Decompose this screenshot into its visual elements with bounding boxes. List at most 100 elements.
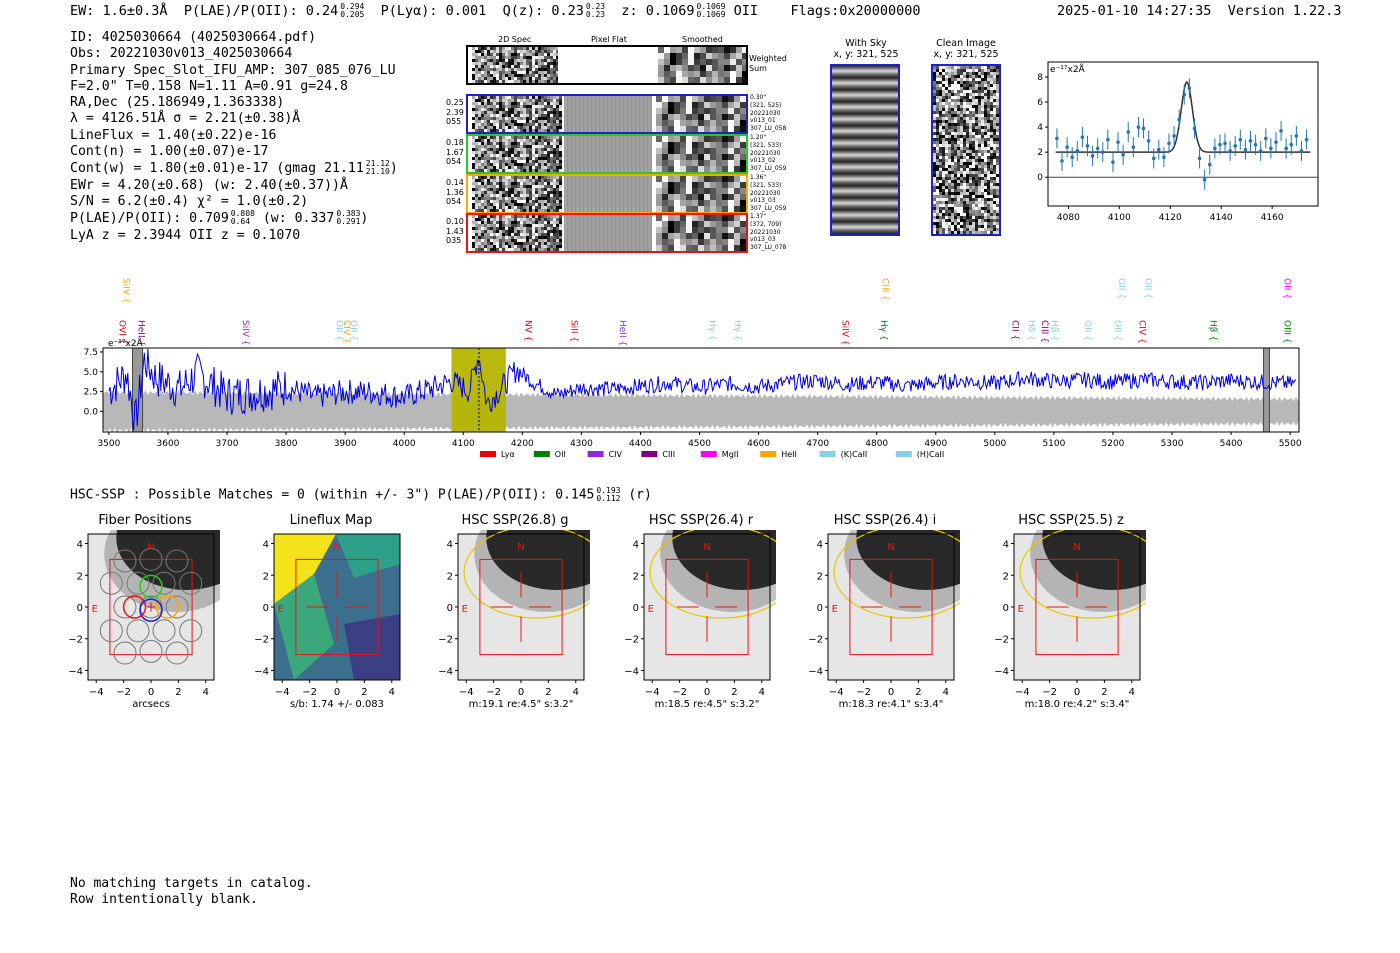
fit-data-point <box>1233 144 1238 148</box>
line-label-lower: SiIV { <box>839 320 849 346</box>
legend-label: (H)CaII <box>917 450 944 459</box>
plae-lo: 0.205 <box>340 10 365 19</box>
cutout-row-meta: 1.36" (321, 533) 20221030 v013_03 307_LU_059 <box>750 174 787 213</box>
fit-data-point <box>1146 139 1151 143</box>
fit-data-point <box>1263 136 1268 141</box>
panel-xtick-label: 4 <box>389 687 395 698</box>
fiber-circle <box>139 639 163 663</box>
noise-envelope <box>103 390 1299 433</box>
line-label-lower: SiII { <box>568 320 578 342</box>
fiber-circle <box>179 571 203 595</box>
cutout-row-stamp <box>466 134 748 174</box>
search-box <box>665 558 749 656</box>
cutout-row-stamp <box>466 174 748 214</box>
header-datetime: 2025-01-10 14:27:35 Version 1.22.3 <box>1057 3 1342 19</box>
spec-xtick-label: 3600 <box>157 439 180 449</box>
panel-ytick-label: 4 <box>1003 540 1009 551</box>
line-label-lower: CII { <box>1010 320 1020 340</box>
legend-label: OII <box>555 450 566 459</box>
line-label-lower: OIII { <box>1281 320 1291 344</box>
fit-data-point <box>1121 152 1125 157</box>
hsc-summary: HSC-SSP : Possible Matches = 0 (within +… <box>70 486 652 503</box>
full-spectrum-chart: 0.0 2.5 5.0 7.5 3500 3600 3700 3800 3900 4000 4100… <box>84 278 1302 459</box>
compass-north: N <box>333 542 340 553</box>
fiber-blue <box>139 598 163 622</box>
datetime: 2025-01-10 14:27:35 <box>1057 3 1212 19</box>
fit-data-point <box>1126 130 1131 134</box>
panel-ytick-label: 0 <box>633 603 639 614</box>
fit-data-point <box>1116 140 1120 144</box>
detection-id: ID: 4025030664 (4025030664.pdf) <box>70 30 317 45</box>
compass-east: E <box>92 604 98 615</box>
panel-xtick-label: 0 <box>1074 687 1080 698</box>
panel-ytick-label: 4 <box>447 540 453 551</box>
fit-data-point <box>1055 136 1059 141</box>
lineflux-mid <box>336 534 400 578</box>
cutout-row-stamp <box>466 213 748 253</box>
search-box <box>479 558 563 656</box>
fiber-circle <box>139 547 163 571</box>
hsc-panel-title: HSC SSP(26.8) g <box>461 513 569 528</box>
fit-data-point <box>1162 155 1166 159</box>
fit-xtick-label: 4140 <box>1210 213 1233 223</box>
panel-xtick-label: 0 <box>518 687 524 698</box>
compass-north: N <box>147 542 154 553</box>
col-pixelflat-label: Pixel Flat <box>591 35 627 44</box>
qz-value: Q(z): 0.23 <box>502 3 584 19</box>
source-ellipse <box>833 530 960 619</box>
panel-xtick-label: −4 <box>829 687 844 698</box>
fit-model-curve <box>1055 80 1311 153</box>
panel-xtick-label: 2 <box>545 687 551 698</box>
line-label-lower: OII { <box>1082 320 1092 341</box>
footer-line-1: No matching targets in catalog. <box>70 876 313 891</box>
hsc-panel-title: Fiber Positions <box>98 513 192 528</box>
fit-data-point <box>1197 156 1202 161</box>
hsc-panel-plot: NE4−42−200−22−44m:18.3 re:4.1" s:3.4" <box>808 530 960 710</box>
spec-xtick-label: 5400 <box>1220 439 1243 449</box>
fit-data-point <box>1274 140 1278 144</box>
fiber-circle <box>165 595 189 619</box>
spec-xtick-label: 4100 <box>452 439 475 449</box>
fit-data-point <box>1182 92 1187 97</box>
fit-data-point <box>1243 147 1248 152</box>
bright-source <box>856 530 960 590</box>
header-summary: EW: 1.6±0.3Å P(LAE)/P(OII): 0.24 0.294 0.2… <box>70 2 921 20</box>
source-halo <box>104 530 220 612</box>
radec-line: RA,Dec (25.186949,1.363338) <box>70 95 285 111</box>
spec-xtick-label: 3900 <box>334 439 357 449</box>
fiber-circle <box>113 549 137 573</box>
z-line: OII <box>733 3 758 19</box>
source-halo <box>660 530 776 612</box>
spec-xtick-label: 5300 <box>1161 439 1184 449</box>
line-fit-chart: 0 2 4 6 8 4080 4100 4120 4140 4160 e⁻¹⁷x2Å <box>1037 61 1319 223</box>
compass-east: E <box>462 604 468 615</box>
fit-data-point <box>1095 146 1100 151</box>
compass-east: E <box>648 604 654 615</box>
panel-xtick-label: −4 <box>645 687 660 698</box>
compass-north: N <box>517 542 524 553</box>
panel-ytick-label: −4 <box>994 666 1009 677</box>
fiber-red <box>122 595 147 619</box>
fit-data-point <box>1258 149 1263 153</box>
fit-data-point <box>1228 149 1232 153</box>
fit-ytick-label: 8 <box>1037 73 1043 83</box>
legend-swatch <box>641 451 658 457</box>
panel-xtick-label: −2 <box>116 687 131 698</box>
panel-xtick-label: −2 <box>302 687 317 698</box>
plae-hi: 0.294 <box>340 2 365 11</box>
fiber-circle <box>126 619 150 643</box>
legend-swatch <box>587 451 604 457</box>
panel-xtick-label: 2 <box>1101 687 1107 698</box>
panel-ytick-label: 2 <box>447 571 453 582</box>
fit-data-point <box>1070 155 1074 159</box>
plae-value: 0.24 <box>305 3 339 19</box>
spec-xtick-label: 5500 <box>1279 439 1302 449</box>
panel-ytick-label: 0 <box>77 603 83 614</box>
with-sky-image <box>830 64 900 236</box>
source-halo <box>1030 530 1146 612</box>
hsc-panel-plot: N E 4 −4 2 −2 0 0 −2 2 −4 4 arcsecs <box>68 530 220 710</box>
fit-data-point <box>1136 125 1141 129</box>
legend-swatch <box>533 451 550 457</box>
panel-xtick-label: 4 <box>203 687 209 698</box>
sn-line: S/N = 6.2(±0.4) χ² = 1.0(±0.2) <box>70 193 309 209</box>
